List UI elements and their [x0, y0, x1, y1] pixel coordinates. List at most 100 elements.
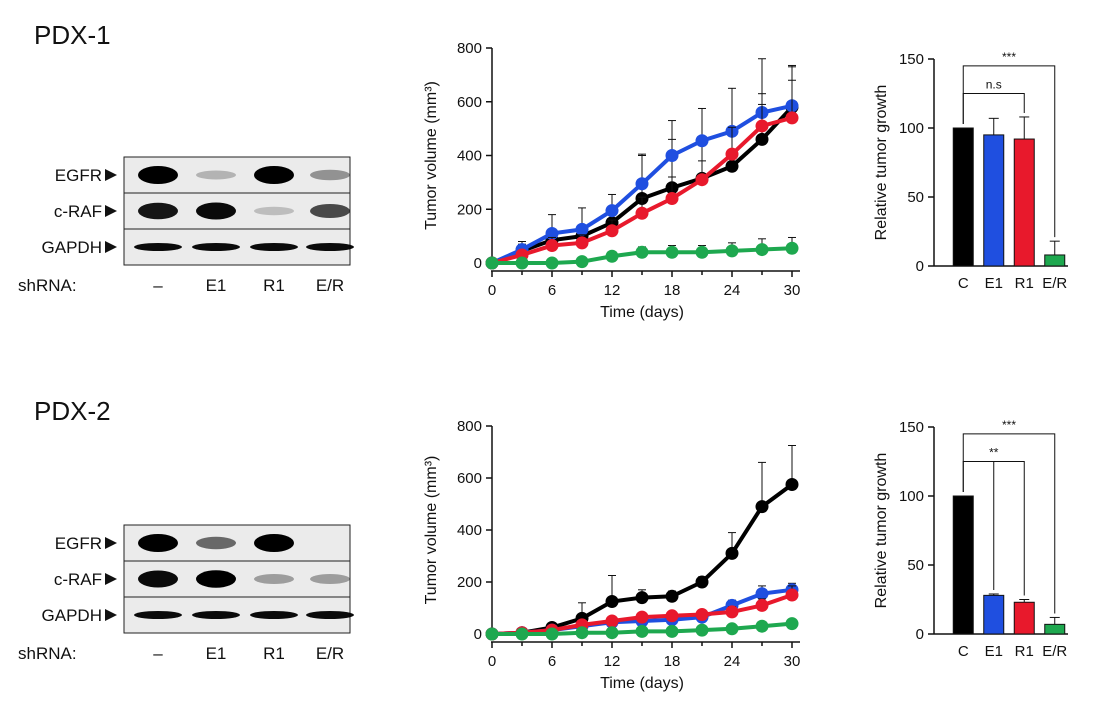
data-point: [545, 226, 559, 240]
data-point: [635, 177, 649, 191]
blot-band: [254, 206, 294, 216]
western-blot-2: EGFR c-RAF GAPDH shRNA: – E1 R1 E/R: [18, 524, 354, 663]
data-point: [695, 173, 709, 187]
data-point: [755, 619, 769, 633]
data-point: [785, 478, 799, 491]
blot-band: [196, 202, 236, 220]
y-tick-label: 200: [457, 574, 482, 591]
blot-band: [250, 243, 298, 251]
data-point: [605, 626, 619, 640]
blot-band: [138, 202, 178, 220]
x-tick-label: E1: [985, 275, 1003, 292]
blot-band: [138, 534, 178, 552]
data-point: [665, 609, 679, 623]
arrowhead-icon: [105, 169, 117, 181]
data-point: [785, 241, 799, 255]
data-point: [575, 626, 589, 640]
lane-label: E1: [206, 644, 227, 663]
arrowhead-icon: [105, 241, 117, 253]
x-tick-label: 12: [604, 282, 621, 299]
x-tick-label: 0: [488, 653, 496, 670]
arrowhead-icon: [105, 609, 117, 621]
data-point: [605, 614, 619, 628]
data-point: [755, 500, 769, 514]
lane-label: –: [153, 644, 163, 663]
arrowhead-icon: [105, 573, 117, 585]
lane-label: R1: [263, 276, 285, 295]
y-tick-label: 150: [899, 419, 924, 436]
bar-er: [1044, 623, 1066, 635]
data-point: [785, 588, 799, 602]
series-er: [485, 617, 799, 641]
data-point: [605, 224, 619, 238]
data-point: [485, 627, 499, 641]
significance-label: **: [989, 446, 999, 460]
data-point: [485, 256, 499, 270]
x-tick-label: E/R: [1042, 275, 1067, 292]
bar-e1: [983, 134, 1005, 267]
blot-band: [310, 169, 350, 181]
x-tick-label: 0: [488, 282, 496, 299]
data-point: [725, 159, 739, 173]
blot-row-label: c-RAF: [54, 570, 102, 589]
blot-band: [196, 536, 236, 550]
data-point: [575, 255, 589, 269]
significance-bracket: [962, 65, 1056, 238]
data-point: [755, 132, 769, 146]
data-point: [695, 608, 709, 621]
data-point: [785, 617, 799, 631]
bar-chart-pdx-2: 0 50 100 150 Relative tumor growth C E1 R1 E/R **…: [873, 418, 1068, 660]
x-tick-label: 6: [548, 653, 556, 670]
shrna-caption: shRNA:: [18, 644, 77, 663]
data-point: [665, 624, 679, 638]
x-tick-label: 18: [664, 282, 681, 299]
y-tick-label: 150: [899, 51, 924, 68]
data-point: [545, 627, 559, 641]
x-tick-label: 12: [604, 653, 621, 670]
blot-band: [134, 611, 182, 619]
panel-title-pdx1: PDX-1: [34, 20, 111, 50]
data-point: [695, 245, 709, 259]
x-tick-label: R1: [1015, 643, 1034, 660]
y-tick-label: 800: [457, 418, 482, 435]
data-point: [725, 546, 739, 560]
data-point: [695, 575, 709, 589]
y-tick-label: 600: [457, 94, 482, 111]
data-point: [635, 624, 649, 638]
significance-label: n.s: [986, 78, 1002, 92]
x-tick-label: 30: [784, 282, 801, 299]
series-e1: [485, 58, 799, 270]
data-point: [515, 256, 529, 270]
blot-row-label: c-RAF: [54, 202, 102, 221]
lane-label: –: [153, 276, 163, 295]
y-tick-label: 100: [899, 120, 924, 137]
line-chart-pdx-2: 0 200 400 600 800 0 6 12 18 24 30 Time (days) Tumor …: [423, 418, 800, 692]
data-point: [725, 147, 739, 161]
data-point: [725, 622, 739, 636]
blot-band: [196, 170, 236, 180]
y-tick-label: 600: [457, 470, 482, 487]
blot-row-label: EGFR: [55, 166, 102, 185]
data-point: [755, 119, 769, 133]
blot-band: [310, 574, 350, 584]
y-tick-label: 800: [457, 40, 482, 57]
blot-row-label: GAPDH: [42, 238, 102, 257]
data-point: [695, 134, 709, 148]
y-tick-label: 0: [916, 258, 924, 275]
blot-row-label: GAPDH: [42, 606, 102, 625]
y-axis-title: Relative tumor growth: [873, 453, 890, 609]
significance-label: ***: [1002, 418, 1016, 432]
blot-band: [192, 243, 240, 251]
data-point: [755, 243, 769, 257]
blot-band: [250, 611, 298, 619]
data-point: [605, 249, 619, 263]
data-point: [575, 236, 589, 250]
y-tick-label: 400: [457, 522, 482, 539]
lane-label: R1: [263, 644, 285, 663]
x-tick-label: R1: [1015, 275, 1034, 292]
x-tick-label: E/R: [1042, 643, 1067, 660]
data-point: [545, 256, 559, 270]
y-tick-label: 0: [916, 626, 924, 643]
x-tick-label: 24: [724, 282, 741, 299]
significance-bracket: [962, 433, 1056, 614]
